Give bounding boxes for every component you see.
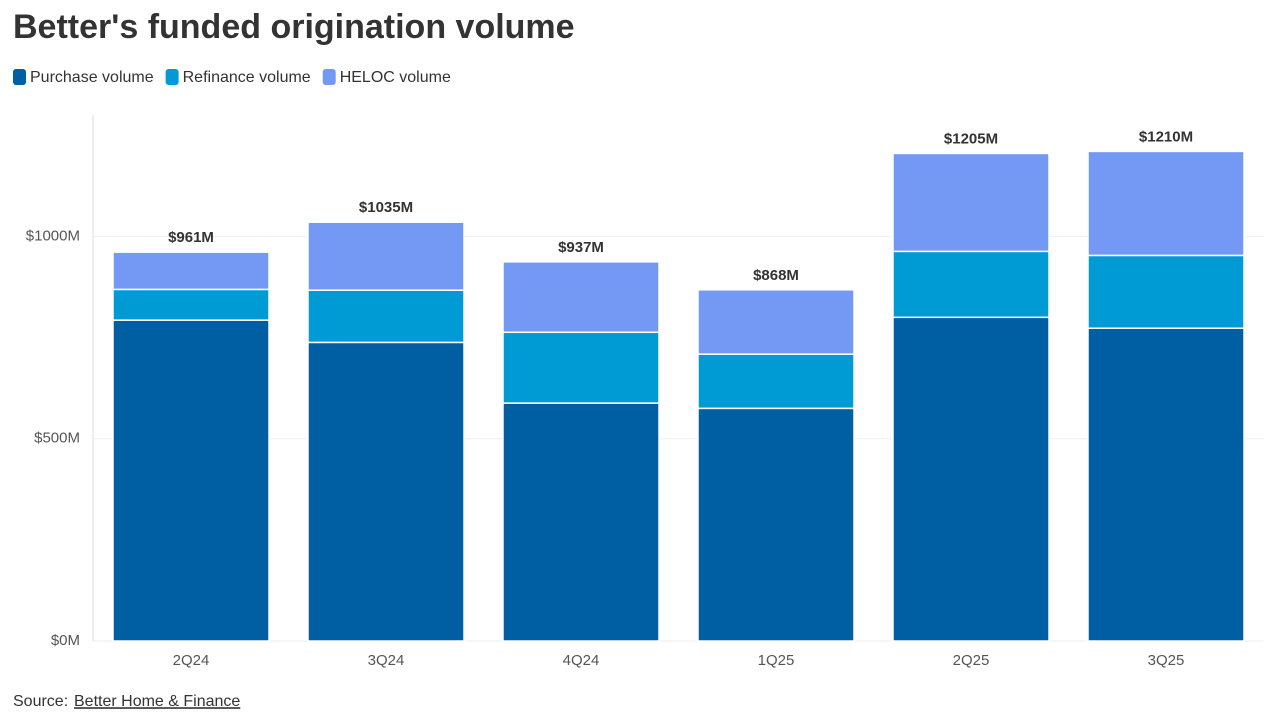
total-label: $1210M xyxy=(1139,128,1193,145)
bar-segment xyxy=(112,251,270,291)
x-tick-label: 1Q25 xyxy=(758,652,795,669)
bar-segment xyxy=(307,221,465,291)
total-label: $937M xyxy=(558,239,604,256)
bar-segment xyxy=(1087,150,1245,257)
x-tick-label: 2Q24 xyxy=(173,652,210,669)
legend-label: HELOC volume xyxy=(340,69,451,86)
bar-segment xyxy=(697,289,855,355)
x-tick-label: 3Q25 xyxy=(1148,652,1185,669)
legend-label: Refinance volume xyxy=(183,69,311,86)
bar-segment xyxy=(502,402,660,642)
bar-segment xyxy=(307,341,465,642)
bar-segment xyxy=(502,331,660,404)
x-tick-label: 3Q24 xyxy=(368,652,405,669)
bar-segment xyxy=(307,289,465,344)
total-label: $1205M xyxy=(944,130,998,147)
bar-segment xyxy=(697,407,855,642)
total-label: $1035M xyxy=(359,199,413,216)
source-label: Source: xyxy=(13,693,68,710)
y-tick-label: $0M xyxy=(51,632,80,649)
y-tick-label: $500M xyxy=(34,430,80,447)
legend-swatch xyxy=(165,69,179,85)
bar-segment xyxy=(502,261,660,334)
source-link[interactable]: Better Home & Finance xyxy=(74,693,240,710)
bar-segment xyxy=(892,316,1050,642)
x-tick-label: 2Q25 xyxy=(953,652,990,669)
x-tick-label: 4Q24 xyxy=(563,652,600,669)
total-label: $868M xyxy=(753,267,799,284)
total-label: $961M xyxy=(168,229,214,246)
legend-swatch xyxy=(13,69,26,85)
bar-segment xyxy=(1087,254,1245,329)
bar-segment xyxy=(112,319,270,642)
bar-segment xyxy=(892,152,1050,253)
legend: Purchase volume Refinance volume HELOC vol… xyxy=(13,69,451,86)
bar-segment xyxy=(892,250,1050,319)
chart-title: Better's funded origination volume xyxy=(13,8,575,46)
legend-label: Purchase volume xyxy=(30,69,154,86)
bar-segment xyxy=(112,288,270,321)
y-tick-label: $1000M xyxy=(26,227,80,244)
bar-segment xyxy=(1087,327,1245,642)
bar-segment xyxy=(697,353,855,410)
legend-swatch xyxy=(322,69,336,85)
